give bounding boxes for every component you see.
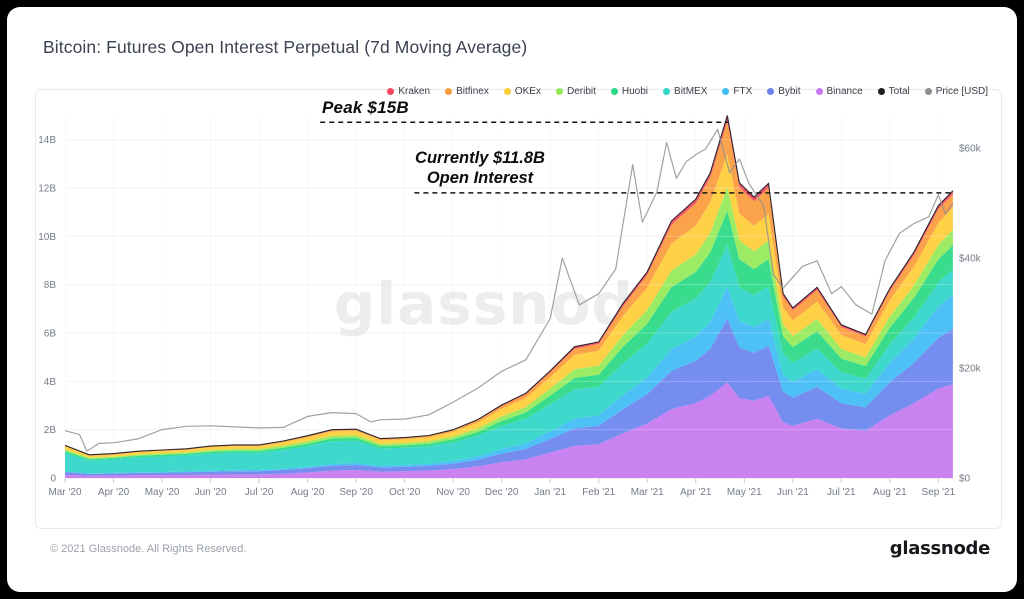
y-left-tick-label: 6B xyxy=(44,329,57,340)
x-tick-label: May '20 xyxy=(145,487,180,498)
y-left-tick-label: 12B xyxy=(38,184,56,195)
legend-item-total[interactable]: Total xyxy=(877,86,910,97)
annotation-current: Currently $11.8B Open Interest xyxy=(403,148,557,188)
price-line xyxy=(64,128,954,452)
total-line xyxy=(64,115,954,456)
legend-dot-icon xyxy=(663,88,671,95)
x-tick-label: Nov '20 xyxy=(436,487,470,498)
legend-dot-icon xyxy=(610,88,618,95)
legend-label: Bitfinex xyxy=(456,86,489,97)
legend-dot-icon xyxy=(815,88,823,95)
copyright-text: © 2021 Glassnode. All Rights Reserved. xyxy=(50,543,247,555)
legend-label: Kraken xyxy=(398,86,431,97)
legend-item-huobi[interactable]: Huobi xyxy=(610,86,649,97)
legend-label: OKEx xyxy=(514,86,541,97)
x-tick-label: May '21 xyxy=(727,487,762,498)
annotation-current-line1: Currently $11.8B xyxy=(415,149,545,167)
page-title: Bitcoin: Futures Open Interest Perpetual… xyxy=(43,37,528,57)
annotation-current-line2: Open Interest xyxy=(426,169,534,187)
legend-item-bybit[interactable]: Bybit xyxy=(767,86,801,97)
y-right-tick-label: $20k xyxy=(959,364,982,375)
x-tick-label: Apr '21 xyxy=(680,487,712,498)
area-bybit xyxy=(65,318,953,476)
x-tick-label: Jan '21 xyxy=(534,487,566,498)
legend-item-ftx[interactable]: FTX xyxy=(722,86,752,97)
y-left-tick-label: 10B xyxy=(38,232,56,243)
legend: Kraken Bitfinex OKEx Deribit Huobi BitMEX FTX B… xyxy=(387,86,988,97)
legend-item-bitmex[interactable]: BitMEX xyxy=(663,86,707,97)
glassnode-logo: glassnode xyxy=(889,538,991,559)
legend-label: Total xyxy=(888,86,910,97)
legend-label: Huobi xyxy=(621,86,649,97)
legend-dot-icon xyxy=(924,88,932,95)
legend-dot-icon xyxy=(445,88,453,95)
legend-dot-icon xyxy=(555,88,563,95)
legend-label: Price [USD] xyxy=(935,86,988,97)
x-tick-label: Jul '20 xyxy=(245,487,274,498)
x-tick-label: Jun '21 xyxy=(777,487,809,498)
area-binance xyxy=(65,382,953,478)
x-tick-label: Mar '21 xyxy=(631,487,664,498)
y-right-tick-label: $60k xyxy=(959,144,982,155)
x-tick-label: Sep '21 xyxy=(922,487,956,498)
legend-label: Binance xyxy=(826,86,863,97)
x-tick-label: Jul '21 xyxy=(827,487,856,498)
x-tick-label: Apr '20 xyxy=(98,487,130,498)
area-bitmex xyxy=(65,245,953,474)
legend-item-deribit[interactable]: Deribit xyxy=(555,86,596,97)
legend-item-bitfinex[interactable]: Bitfinex xyxy=(445,86,489,97)
y-left-tick-label: 4B xyxy=(44,377,57,388)
legend-label: FTX xyxy=(733,86,753,97)
y-left-tick-label: 2B xyxy=(44,425,57,436)
x-tick-label: Feb '21 xyxy=(582,487,615,498)
legend-dot-icon xyxy=(767,88,775,95)
y-left-tick-label: 8B xyxy=(44,280,57,291)
x-tick-label: Sep '20 xyxy=(339,487,373,498)
legend-label: BitMEX xyxy=(674,86,708,97)
x-tick-label: Oct '20 xyxy=(389,487,421,498)
x-tick-label: Aug '20 xyxy=(291,487,325,498)
legend-item-price-usd-[interactable]: Price [USD] xyxy=(924,86,988,97)
legend-dot-icon xyxy=(722,88,730,95)
x-tick-label: Aug '21 xyxy=(873,487,907,498)
y-left-tick-label: 14B xyxy=(38,135,56,146)
legend-dot-icon xyxy=(503,88,511,95)
y-left-tick-label: 0 xyxy=(50,474,56,485)
y-right-tick-label: $40k xyxy=(959,254,982,265)
y-right-tick-label: $0 xyxy=(959,474,971,485)
legend-item-binance[interactable]: Binance xyxy=(815,86,863,97)
legend-item-kraken[interactable]: Kraken xyxy=(387,86,430,97)
x-tick-label: Jun '20 xyxy=(195,487,227,498)
x-tick-label: Dec '20 xyxy=(485,487,519,498)
legend-label: Bybit xyxy=(778,86,801,97)
x-tick-label: Mar '20 xyxy=(48,487,81,498)
legend-label: Deribit xyxy=(566,86,596,97)
legend-dot-icon xyxy=(877,88,885,95)
legend-item-okex[interactable]: OKEx xyxy=(503,86,541,97)
annotation-peak: Peak $15B xyxy=(322,98,409,117)
legend-dot-icon xyxy=(387,88,395,95)
